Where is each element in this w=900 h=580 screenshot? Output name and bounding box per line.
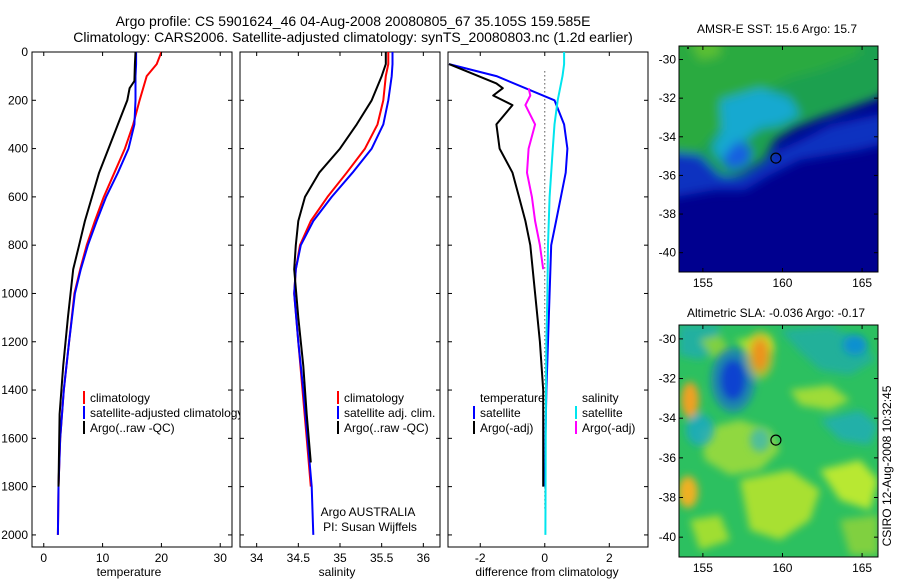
sla_map-x-tick-label: 165 — [852, 561, 872, 575]
sla_map-y-tick-label: -40 — [659, 530, 677, 544]
sal-legend-satellite-label: satellite adj. clim. — [344, 406, 435, 420]
diff-legend-sal-heading: salinity — [582, 391, 619, 405]
diff-legend-sal-sat-label: satellite — [582, 406, 623, 420]
sla_map-y-tick-label: -30 — [659, 332, 677, 346]
difference-legend: temperature satellite Argo(-adj) salinit… — [473, 391, 635, 435]
temperature-y-tick-label: 200 — [8, 93, 28, 107]
salinity-x-tick-label: 34 — [250, 551, 264, 565]
salinity-x-tick-label: 34.5 — [287, 551, 311, 565]
diff-legend-sal-argo-label: Argo(-adj) — [582, 421, 635, 435]
salinity-series-satellite-adj-clim — [293, 52, 394, 535]
difference-x-tick-label: 2 — [606, 551, 613, 565]
temperature-y-tick-label: 2000 — [1, 528, 28, 542]
sla_map-y-tick-label: -34 — [659, 411, 677, 425]
sst_map-y-tick-label: -36 — [659, 168, 677, 182]
sst-field — [679, 46, 878, 272]
temperature-series-argo-raw-qc — [57, 51, 137, 487]
temperature-panel: 0 10 20 30 0 200 400 600 800 1000 1200 1400 1600 1800… — [1, 45, 243, 579]
temperature-y-tick-label: 800 — [8, 238, 28, 252]
difference-series-salinity-satellite — [544, 52, 566, 535]
temperature-y-tick-label: 1600 — [1, 431, 28, 445]
salinity-panel: 34 34.5 35 35.5 36 salinity climatology sate… — [239, 51, 441, 579]
temperature-series-satellite-adjusted-climatology — [56, 52, 138, 535]
temperature-x-tick-label: 0 — [40, 551, 47, 565]
sst_map-y-tick-label: -38 — [659, 207, 677, 221]
difference-x-tick-label: 0 — [541, 551, 548, 565]
figure-title-line1: Argo profile: CS 5901624_46 04-Aug-2008 … — [116, 13, 591, 29]
difference-xlabel: difference from climatology — [475, 565, 618, 579]
temperature-x-tick-label: 20 — [155, 551, 169, 565]
sal-legend-argo-label: Argo(..raw -QC) — [344, 421, 429, 435]
temperature-legend: climatology satellite-adjusted climatolo… — [83, 391, 243, 435]
sla_map-y-tick-label: -38 — [659, 491, 677, 505]
sst-map-frame — [678, 45, 879, 273]
sst-float-position-marker — [770, 152, 782, 164]
salinity-legend: climatology satellite adj. clim. Argo(..… — [337, 391, 435, 435]
sst-map-panel: AMSR-E SST: 15.6 Argo: 15.7 155 160 165 -30… — [659, 22, 879, 290]
temperature-y-tick-label: 1200 — [1, 335, 28, 349]
sla_map-y-tick-label: -36 — [659, 451, 677, 465]
sla-map-frame — [678, 324, 879, 558]
sst_map-x-tick-label: 160 — [772, 276, 792, 290]
sal-legend-climatology-label: climatology — [344, 391, 404, 405]
legend-satellite-label: satellite-adjusted climatology — [90, 406, 243, 420]
salinity-axes-box — [239, 51, 441, 548]
temperature-y-tick-label: 0 — [21, 45, 28, 59]
temperature-y-tick-label: 600 — [8, 190, 28, 204]
sla-map-panel: Altimetric SLA: -0.036 Argo: -0.17 — [659, 306, 879, 575]
temperature-series-climatology — [56, 51, 163, 535]
difference-x-tick-label: -2 — [475, 551, 486, 565]
salinity-xlabel: salinity — [319, 565, 356, 579]
difference-panel: -2 0 2 difference from climatology tempera… — [447, 51, 649, 579]
timestamp-credit: CSIRO 12-Aug-2008 10:32:45 — [880, 385, 894, 546]
sst_map-x-tick-label: 155 — [693, 276, 713, 290]
temperature-xlabel: temperature — [97, 565, 162, 579]
diff-legend-temp-sat-label: satellite — [480, 406, 521, 420]
sla-field — [679, 325, 878, 557]
salinity-annotation-line1: Argo AUSTRALIA — [321, 505, 416, 519]
sla-map-title: Altimetric SLA: -0.036 Argo: -0.17 — [687, 306, 865, 320]
temperature-y-tick-label: 1400 — [1, 383, 28, 397]
diff-legend-temp-argo-label: Argo(-adj) — [480, 421, 533, 435]
salinity-x-tick-label: 35.5 — [370, 551, 394, 565]
salinity-x-tick-label: 35 — [333, 551, 347, 565]
sst_map-y-tick-label: -32 — [659, 91, 677, 105]
difference-series-salinity-argo-adj — [524, 87, 545, 270]
diff-legend-temp-heading: temperature — [480, 391, 545, 405]
temperature-y-tick-label: 1000 — [1, 286, 28, 300]
sst-map-title: AMSR-E SST: 15.6 Argo: 15.7 — [697, 22, 857, 36]
temperature-x-tick-label: 30 — [214, 551, 228, 565]
difference-series-temperature-argo-adj — [448, 63, 545, 487]
sla-float-position-marker — [770, 434, 782, 446]
temperature-axes-box — [31, 51, 233, 548]
sla_map-x-tick-label: 160 — [772, 561, 792, 575]
sst_map-y-tick-label: -30 — [659, 53, 677, 67]
figure-title-line2: Climatology: CARS2006. Satellite-adjuste… — [73, 29, 633, 45]
temperature-y-tick-label: 400 — [8, 142, 28, 156]
temperature-y-tick-label: 1800 — [1, 480, 28, 494]
sst_map-y-tick-label: -34 — [659, 130, 677, 144]
salinity-annotation-line2: PI: Susan Wijffels — [323, 520, 417, 534]
sla_map-y-tick-label: -32 — [659, 372, 677, 386]
legend-argo-label: Argo(..raw -QC) — [90, 421, 175, 435]
sst_map-y-tick-label: -40 — [659, 246, 677, 260]
legend-climatology-label: climatology — [90, 391, 150, 405]
sla_map-x-tick-label: 155 — [693, 561, 713, 575]
salinity-x-tick-label: 36 — [417, 551, 431, 565]
sst_map-x-tick-label: 165 — [852, 276, 872, 290]
temperature-x-tick-label: 10 — [96, 551, 110, 565]
salinity-series-argo-raw-qc — [293, 52, 387, 463]
